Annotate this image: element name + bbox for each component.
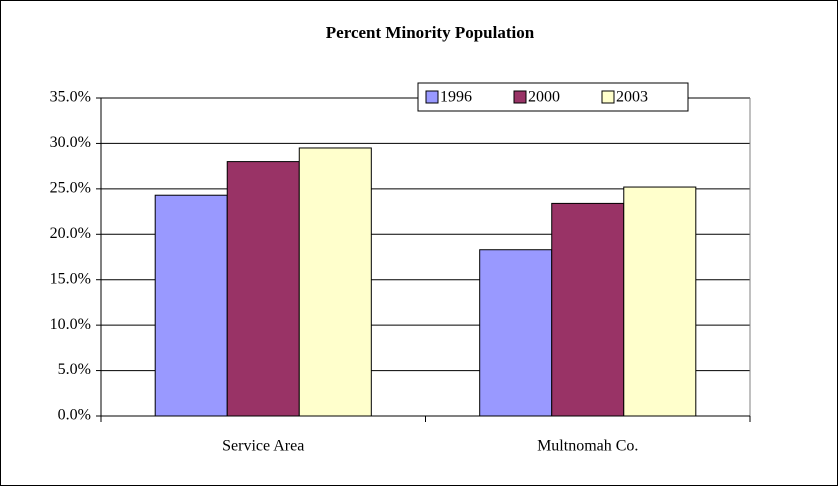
bar — [226, 161, 300, 417]
legend — [417, 82, 689, 112]
legend-swatch — [513, 90, 527, 104]
bar — [623, 186, 697, 417]
y-tick-label: 5.0% — [58, 361, 91, 378]
bar — [551, 202, 625, 417]
y-tick-label: 25.0% — [50, 180, 91, 197]
legend-label: 2000 — [528, 89, 560, 106]
x-tick-label: Multnomah Co. — [537, 438, 638, 455]
legend-label: 1996 — [440, 89, 472, 106]
y-tick-label: 30.0% — [50, 134, 91, 151]
x-tick-label: Service Area — [222, 438, 304, 455]
y-tick-label: 35.0% — [50, 89, 91, 106]
legend-swatch — [601, 90, 615, 104]
chart-title: Percent Minority Population — [326, 23, 535, 42]
legend-label: 2003 — [616, 89, 648, 106]
bar — [298, 147, 372, 417]
y-tick-label: 0.0% — [58, 407, 91, 424]
y-tick-label: 10.0% — [50, 316, 91, 333]
y-tick-label: 20.0% — [50, 225, 91, 242]
bar — [479, 249, 553, 417]
bar — [154, 194, 228, 417]
y-tick-label: 15.0% — [50, 270, 91, 287]
legend-swatch — [425, 90, 439, 104]
